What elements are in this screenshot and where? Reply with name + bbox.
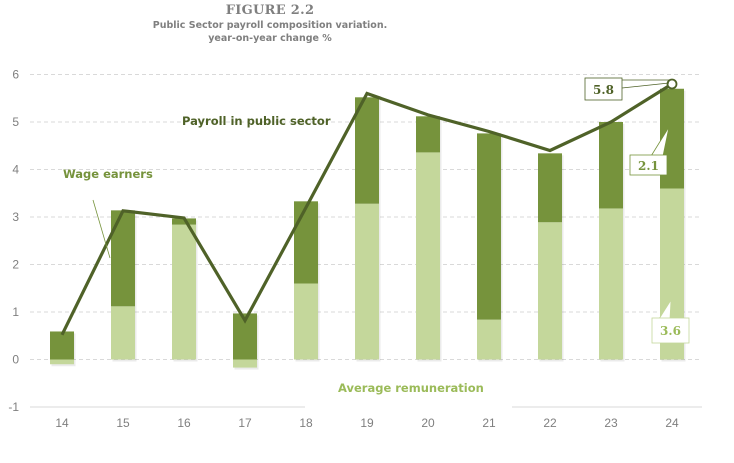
bar-average-remuneration xyxy=(355,203,379,360)
y-tick-label: 1 xyxy=(12,305,19,319)
y-tick-label: 3 xyxy=(12,210,19,224)
y-tick-label: 5 xyxy=(12,115,19,129)
x-tick-label: 19 xyxy=(360,416,374,430)
callout-value-2-1: 2.1 xyxy=(638,159,659,173)
bar-wage-earners xyxy=(50,331,74,360)
bar-average-remuneration xyxy=(416,152,440,360)
x-tick-label: 15 xyxy=(116,416,130,430)
bar-wage-earners xyxy=(538,153,562,223)
chart-subtitle-line-1: Public Sector payroll composition variat… xyxy=(152,20,388,31)
x-tick-label: 20 xyxy=(421,416,435,430)
callout-value-5-8: 5.8 xyxy=(593,83,614,97)
y-tick-label: 2 xyxy=(12,258,19,272)
bar-wage-earners xyxy=(599,122,623,209)
callout-pointer-2-1 xyxy=(647,126,670,162)
x-tick-label: 16 xyxy=(177,416,191,430)
bars xyxy=(50,88,686,370)
y-tick-label: 6 xyxy=(12,68,19,82)
x-tick-label: 23 xyxy=(604,416,618,430)
bar-average-remuneration xyxy=(477,319,501,360)
callout-pointer-3-6 xyxy=(658,298,672,320)
x-tick-label: 14 xyxy=(55,416,69,430)
callout-box-2-1 xyxy=(629,154,668,176)
callout-value-3-6: 3.6 xyxy=(660,324,681,338)
bar-average-remuneration xyxy=(50,359,74,365)
bar-wage-earners xyxy=(477,133,501,320)
chart-title: FIGURE 2.2 xyxy=(225,3,315,18)
y-tick-label: -1 xyxy=(8,400,19,414)
y-tick-label: 4 xyxy=(12,163,19,177)
bar-wage-earners xyxy=(355,97,379,204)
callout-box-3-6 xyxy=(651,317,690,344)
y-tick-label: 0 xyxy=(12,353,19,367)
bar-wage-earners xyxy=(294,201,318,284)
payroll-line-series xyxy=(60,78,678,336)
chart-subtitle-line-2: year-on-year change % xyxy=(208,33,332,44)
label-payroll-in-public-sector: Payroll in public sector xyxy=(182,114,331,128)
wage-earners-leader-line xyxy=(92,199,111,259)
label-wage-earners: Wage earners xyxy=(63,167,153,181)
bar-average-remuneration xyxy=(172,224,196,360)
label-average-remuneration: Average remuneration xyxy=(338,381,484,395)
bar-average-remuneration xyxy=(538,222,562,360)
x-tick-label: 18 xyxy=(299,416,313,430)
x-tick-label: 17 xyxy=(238,416,252,430)
bar-average-remuneration xyxy=(111,306,135,360)
y-axis: -1 0 1 2 3 4 5 6 xyxy=(8,68,19,415)
x-tick-label: 22 xyxy=(543,416,557,430)
callout-leader-5-8 xyxy=(621,82,670,89)
bar-average-remuneration xyxy=(294,283,318,360)
x-tick-label: 24 xyxy=(665,416,679,430)
annotations: Payroll in public sector Wage earners Aver… xyxy=(63,77,690,395)
payroll-last-marker xyxy=(666,78,678,90)
bar-average-remuneration xyxy=(233,359,257,368)
bar-wage-earners xyxy=(172,218,196,225)
bar-average-remuneration xyxy=(599,208,623,360)
bar-wage-earners xyxy=(416,116,440,153)
x-axis: 14 15 16 17 18 19 20 21 22 23 24 xyxy=(55,416,679,430)
callout-box-5-8 xyxy=(584,77,623,101)
x-tick-label: 21 xyxy=(482,416,496,430)
